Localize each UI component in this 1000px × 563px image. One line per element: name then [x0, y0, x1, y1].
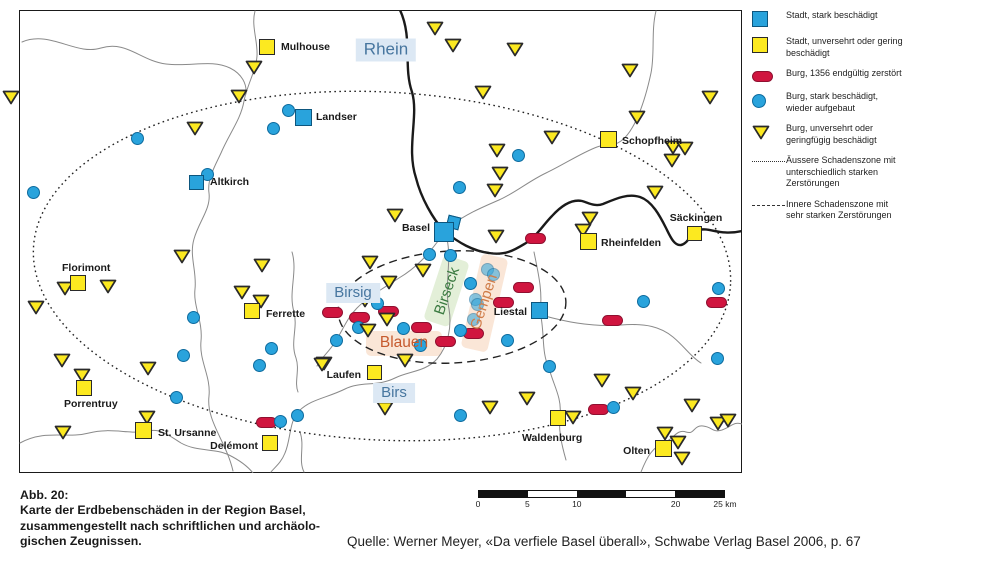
river-minor	[544, 315, 702, 364]
damage-zone-outer	[32, 90, 732, 442]
river-major	[442, 194, 742, 255]
legend-label-6: Innere Schadenszone mit sehr starken Zer…	[786, 198, 892, 221]
river-minor	[21, 38, 247, 95]
river-minor	[270, 238, 451, 473]
figure-caption-line-2: gischen Zeugnissen.	[20, 533, 142, 548]
river-minor	[19, 429, 254, 473]
legend-symbol-city-blue	[752, 10, 786, 27]
legend-item-zone-outer: Äussere Schadenszone mit unterschiedlich…	[752, 155, 998, 190]
river-minor	[449, 10, 657, 227]
river-minor	[316, 236, 442, 367]
castle-destroyed-icon	[752, 71, 773, 82]
river-major	[398, 10, 446, 233]
figure-caption-line-1: zusammengestellt nach schriftlichen und …	[20, 518, 320, 533]
scale-bar-segment-2	[577, 491, 626, 497]
inner-zone-line-icon	[752, 204, 785, 206]
legend-label-0: Stadt, stark beschädigt	[786, 10, 878, 20]
city-damaged-icon	[752, 11, 768, 27]
river-minor	[191, 10, 258, 472]
legend-label-3: Burg, stark beschädigt, wieder aufgebaut	[786, 91, 879, 113]
scale-bar-segment-3	[626, 491, 675, 497]
castle-rebuilt-icon	[752, 94, 766, 108]
figure-caption-line-0: Karte der Erdbebenschäden in der Region …	[20, 503, 306, 518]
castle-undamaged-marker	[2, 90, 20, 104]
scale-label-4: 20	[670, 499, 681, 509]
legend-item-castle-destroyed: Burg, 1356 endgültig zerstört	[752, 68, 998, 82]
legend-item-city-blue: Stadt, stark beschädigt	[752, 10, 998, 27]
scale-bar: 0 5 10 20 25 km	[475, 490, 737, 512]
legend: Stadt, stark beschädigt Stadt, unversehrt…	[752, 10, 998, 231]
scale-label-2: 10	[572, 499, 582, 509]
legend-symbol-castle-rebuilt	[752, 91, 786, 108]
river-minor	[291, 251, 299, 393]
legend-item-zone-inner: Innere Schadenszone mit sehr starken Zer…	[752, 199, 998, 222]
legend-item-city-yellow: Stadt, unversehrt oder gering beschädigt	[752, 36, 998, 59]
scale-bar-segment-1	[528, 491, 577, 497]
legend-symbol-zone-outer	[752, 155, 786, 162]
scale-label-0: 0	[475, 499, 481, 509]
legend-symbol-zone-inner	[752, 199, 786, 206]
map-rivers-and-zones	[19, 10, 742, 473]
outer-zone-line-icon	[752, 161, 785, 162]
legend-symbol-city-yellow	[752, 36, 786, 53]
legend-label-4: Burg, unversehrt oder geringfügig beschä…	[786, 123, 877, 145]
scale-bar-segment-0	[479, 491, 528, 497]
legend-item-castle-ok: Burg, unversehrt oder geringfügig beschä…	[752, 123, 998, 146]
scale-label-1: 5	[525, 499, 530, 509]
figure-caption-title: Abb. 20:	[20, 488, 69, 502]
legend-symbol-castle-ok	[752, 123, 786, 140]
legend-label-2: Burg, 1356 endgültig zerstört	[786, 68, 902, 78]
figure-caption: Abb. 20: Karte der Erdbebenschäden in de…	[20, 488, 340, 549]
castle-undamaged-icon	[752, 125, 770, 139]
scale-bar-segment-4	[675, 491, 724, 497]
city-undamaged-icon	[752, 37, 768, 53]
legend-symbol-castle-destroyed	[752, 68, 786, 82]
river-minor	[533, 251, 567, 461]
scale-label-5: 25 km	[713, 499, 737, 509]
river-minor	[640, 422, 742, 473]
legend-label-5: Äussere Schadenszone mit unterschiedlich…	[786, 155, 896, 188]
river-minor	[299, 431, 305, 473]
figure-caption-body: Karte der Erdbebenschäden in der Region …	[20, 503, 340, 549]
damage-zone-inner	[337, 250, 567, 364]
legend-item-castle-rebuilt: Burg, stark beschädigt, wieder aufgebaut	[752, 91, 998, 114]
scale-bar-segments	[478, 490, 725, 498]
source-line: Quelle: Werner Meyer, «Da verfiele Basel…	[347, 534, 861, 549]
legend-label-1: Stadt, unversehrt oder gering beschädigt	[786, 36, 903, 58]
